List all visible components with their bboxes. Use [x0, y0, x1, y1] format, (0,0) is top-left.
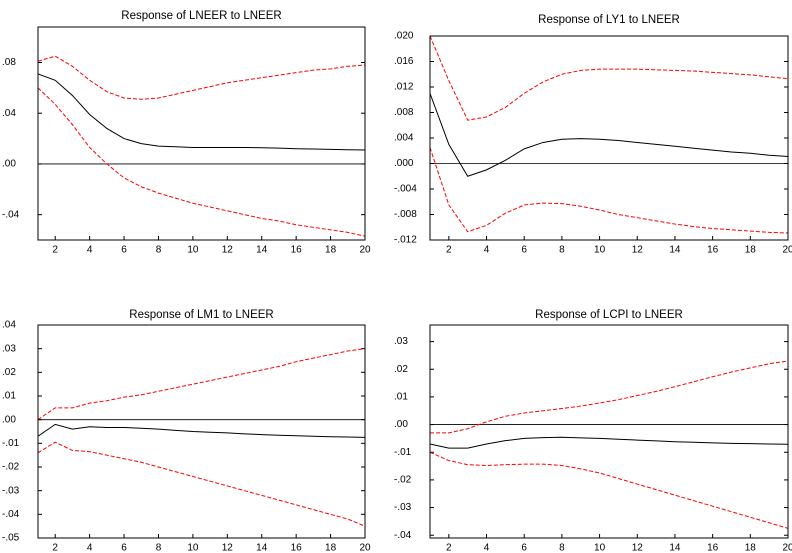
y-tick-label: -.012 — [394, 235, 417, 246]
y-tick-label: .00 — [2, 414, 16, 425]
y-tick-label: -.01 — [394, 447, 412, 458]
y-tick-label: .000 — [394, 158, 414, 169]
x-tick-label: 8 — [156, 543, 162, 553]
response-line — [429, 35, 789, 121]
y-tick-label: -.03 — [2, 485, 20, 496]
x-tick-label: 14 — [669, 543, 681, 553]
x-tick-label: 16 — [291, 245, 303, 256]
y-tick-label: .016 — [394, 56, 414, 67]
y-tick-label: .012 — [394, 82, 414, 93]
x-tick-label: 2 — [446, 245, 452, 256]
y-tick-label: -.01 — [2, 438, 20, 449]
plot-frame — [429, 35, 789, 241]
y-tick-label: .04 — [2, 108, 16, 119]
y-tick-label: .00 — [2, 159, 16, 170]
x-tick-label: 18 — [325, 245, 337, 256]
y-tick-label: .020 — [394, 31, 414, 42]
y-tick-label: .004 — [394, 133, 414, 144]
x-tick-label: 12 — [222, 245, 234, 256]
x-tick-label: 20 — [359, 543, 371, 553]
x-tick-label: 20 — [359, 245, 371, 256]
chart-title: Response of LNEER to LNEER — [121, 10, 281, 22]
y-tick-label: .00 — [394, 419, 408, 430]
y-tick-label: .02 — [394, 364, 408, 375]
x-tick-label: 2 — [446, 543, 452, 553]
x-tick-label: 2 — [52, 543, 58, 553]
y-tick-label: -.02 — [394, 475, 412, 486]
y-tick-label: .03 — [394, 336, 408, 347]
y-tick-label: .03 — [2, 343, 16, 354]
response-line — [37, 441, 366, 527]
plot-frame — [37, 26, 366, 241]
y-tick-label: .04 — [2, 320, 16, 331]
chart-title: Response of LY1 to LNEER — [538, 14, 680, 26]
response-line — [37, 348, 366, 421]
x-tick-label: 6 — [121, 543, 127, 553]
x-tick-label: 8 — [559, 245, 565, 256]
chart-title: Response of LCPI to LNEER — [535, 309, 683, 321]
x-tick-label: 4 — [484, 543, 490, 553]
x-tick-label: 6 — [521, 245, 527, 256]
chart-title: Response of LM1 to LNEER — [129, 309, 273, 321]
response-line — [430, 360, 789, 434]
x-tick-label: 14 — [669, 245, 681, 256]
x-tick-label: 10 — [187, 245, 199, 256]
x-tick-label: 16 — [707, 245, 719, 256]
x-tick-label: 8 — [156, 245, 162, 256]
response-line — [37, 55, 366, 100]
x-tick-label: 14 — [256, 543, 268, 553]
x-tick-label: 12 — [632, 245, 644, 256]
x-tick-label: 18 — [745, 245, 757, 256]
response-line — [37, 423, 366, 438]
y-tick-label: .008 — [394, 107, 414, 118]
y-tick-label: -.02 — [2, 462, 20, 473]
y-tick-label: .08 — [2, 57, 16, 68]
x-tick-label: 20 — [782, 543, 792, 553]
x-tick-label: 16 — [707, 543, 719, 553]
response-line — [429, 451, 789, 529]
response-line — [429, 93, 789, 177]
x-tick-label: 4 — [484, 245, 490, 256]
x-tick-label: 12 — [632, 543, 644, 553]
y-tick-label: .01 — [394, 392, 408, 403]
x-tick-label: 6 — [521, 543, 527, 553]
x-tick-label: 18 — [745, 543, 757, 553]
response-line — [37, 73, 366, 151]
x-tick-label: 12 — [222, 543, 234, 553]
y-tick-label: .02 — [2, 367, 16, 378]
x-tick-label: 18 — [325, 543, 337, 553]
x-tick-label: 4 — [87, 245, 93, 256]
plot-frame — [37, 324, 366, 539]
response-line — [37, 87, 366, 237]
y-tick-label: -.03 — [394, 502, 412, 513]
x-tick-label: 10 — [594, 245, 606, 256]
x-tick-label: 20 — [782, 245, 792, 256]
y-tick-label: -.04 — [2, 509, 20, 520]
x-tick-label: 4 — [87, 543, 93, 553]
y-tick-label: -.004 — [394, 184, 417, 195]
plot-frame — [429, 324, 789, 539]
y-tick-label: -.04 — [2, 209, 20, 220]
response-line — [429, 147, 789, 234]
x-tick-label: 10 — [187, 543, 199, 553]
y-tick-label: .01 — [2, 391, 16, 402]
x-tick-label: 2 — [52, 245, 58, 256]
x-tick-label: 6 — [121, 245, 127, 256]
x-tick-label: 8 — [559, 543, 565, 553]
x-tick-label: 10 — [594, 543, 606, 553]
x-tick-label: 16 — [291, 543, 303, 553]
y-tick-label: -.05 — [2, 533, 20, 544]
y-tick-label: -.008 — [394, 209, 417, 220]
y-tick-label: -.04 — [394, 530, 412, 541]
response-line — [429, 436, 789, 449]
x-tick-label: 14 — [256, 245, 268, 256]
